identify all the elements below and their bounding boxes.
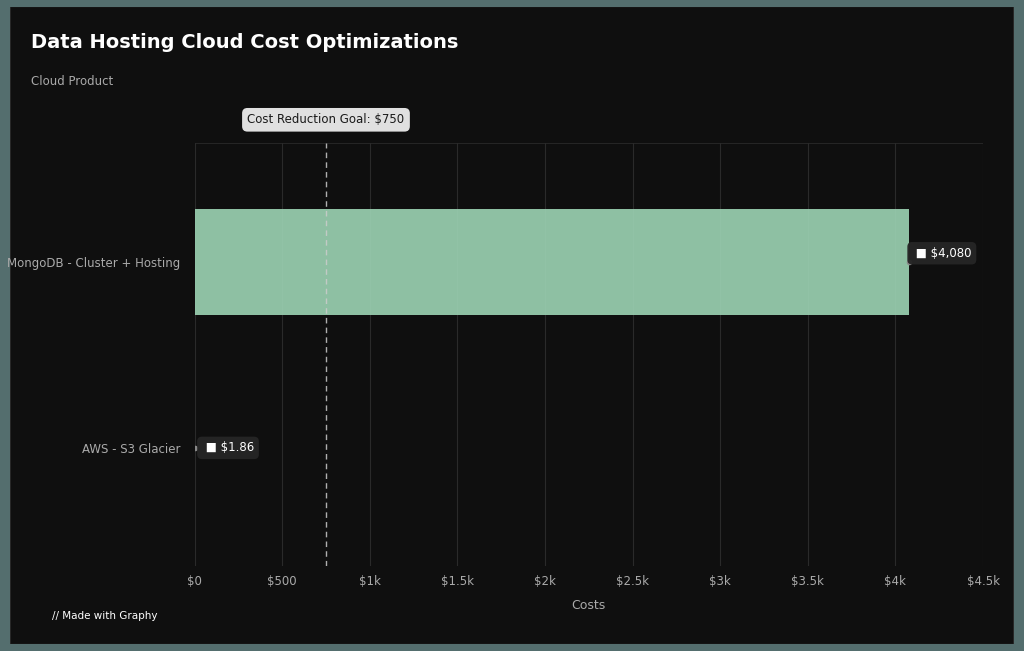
- Text: ■ $4,080: ■ $4,080: [912, 247, 972, 260]
- Text: Cost Reduction Goal: $750: Cost Reduction Goal: $750: [248, 113, 404, 126]
- Text: Cloud Product: Cloud Product: [31, 75, 113, 88]
- Text: // Made with Graphy: // Made with Graphy: [52, 611, 158, 622]
- X-axis label: Costs: Costs: [571, 599, 606, 612]
- FancyBboxPatch shape: [10, 7, 1014, 644]
- Text: Data Hosting Cloud Cost Optimizations: Data Hosting Cloud Cost Optimizations: [31, 33, 458, 51]
- Bar: [195, 209, 909, 314]
- FancyBboxPatch shape: [13, 593, 197, 640]
- Text: ■ $1.86: ■ $1.86: [202, 441, 254, 454]
